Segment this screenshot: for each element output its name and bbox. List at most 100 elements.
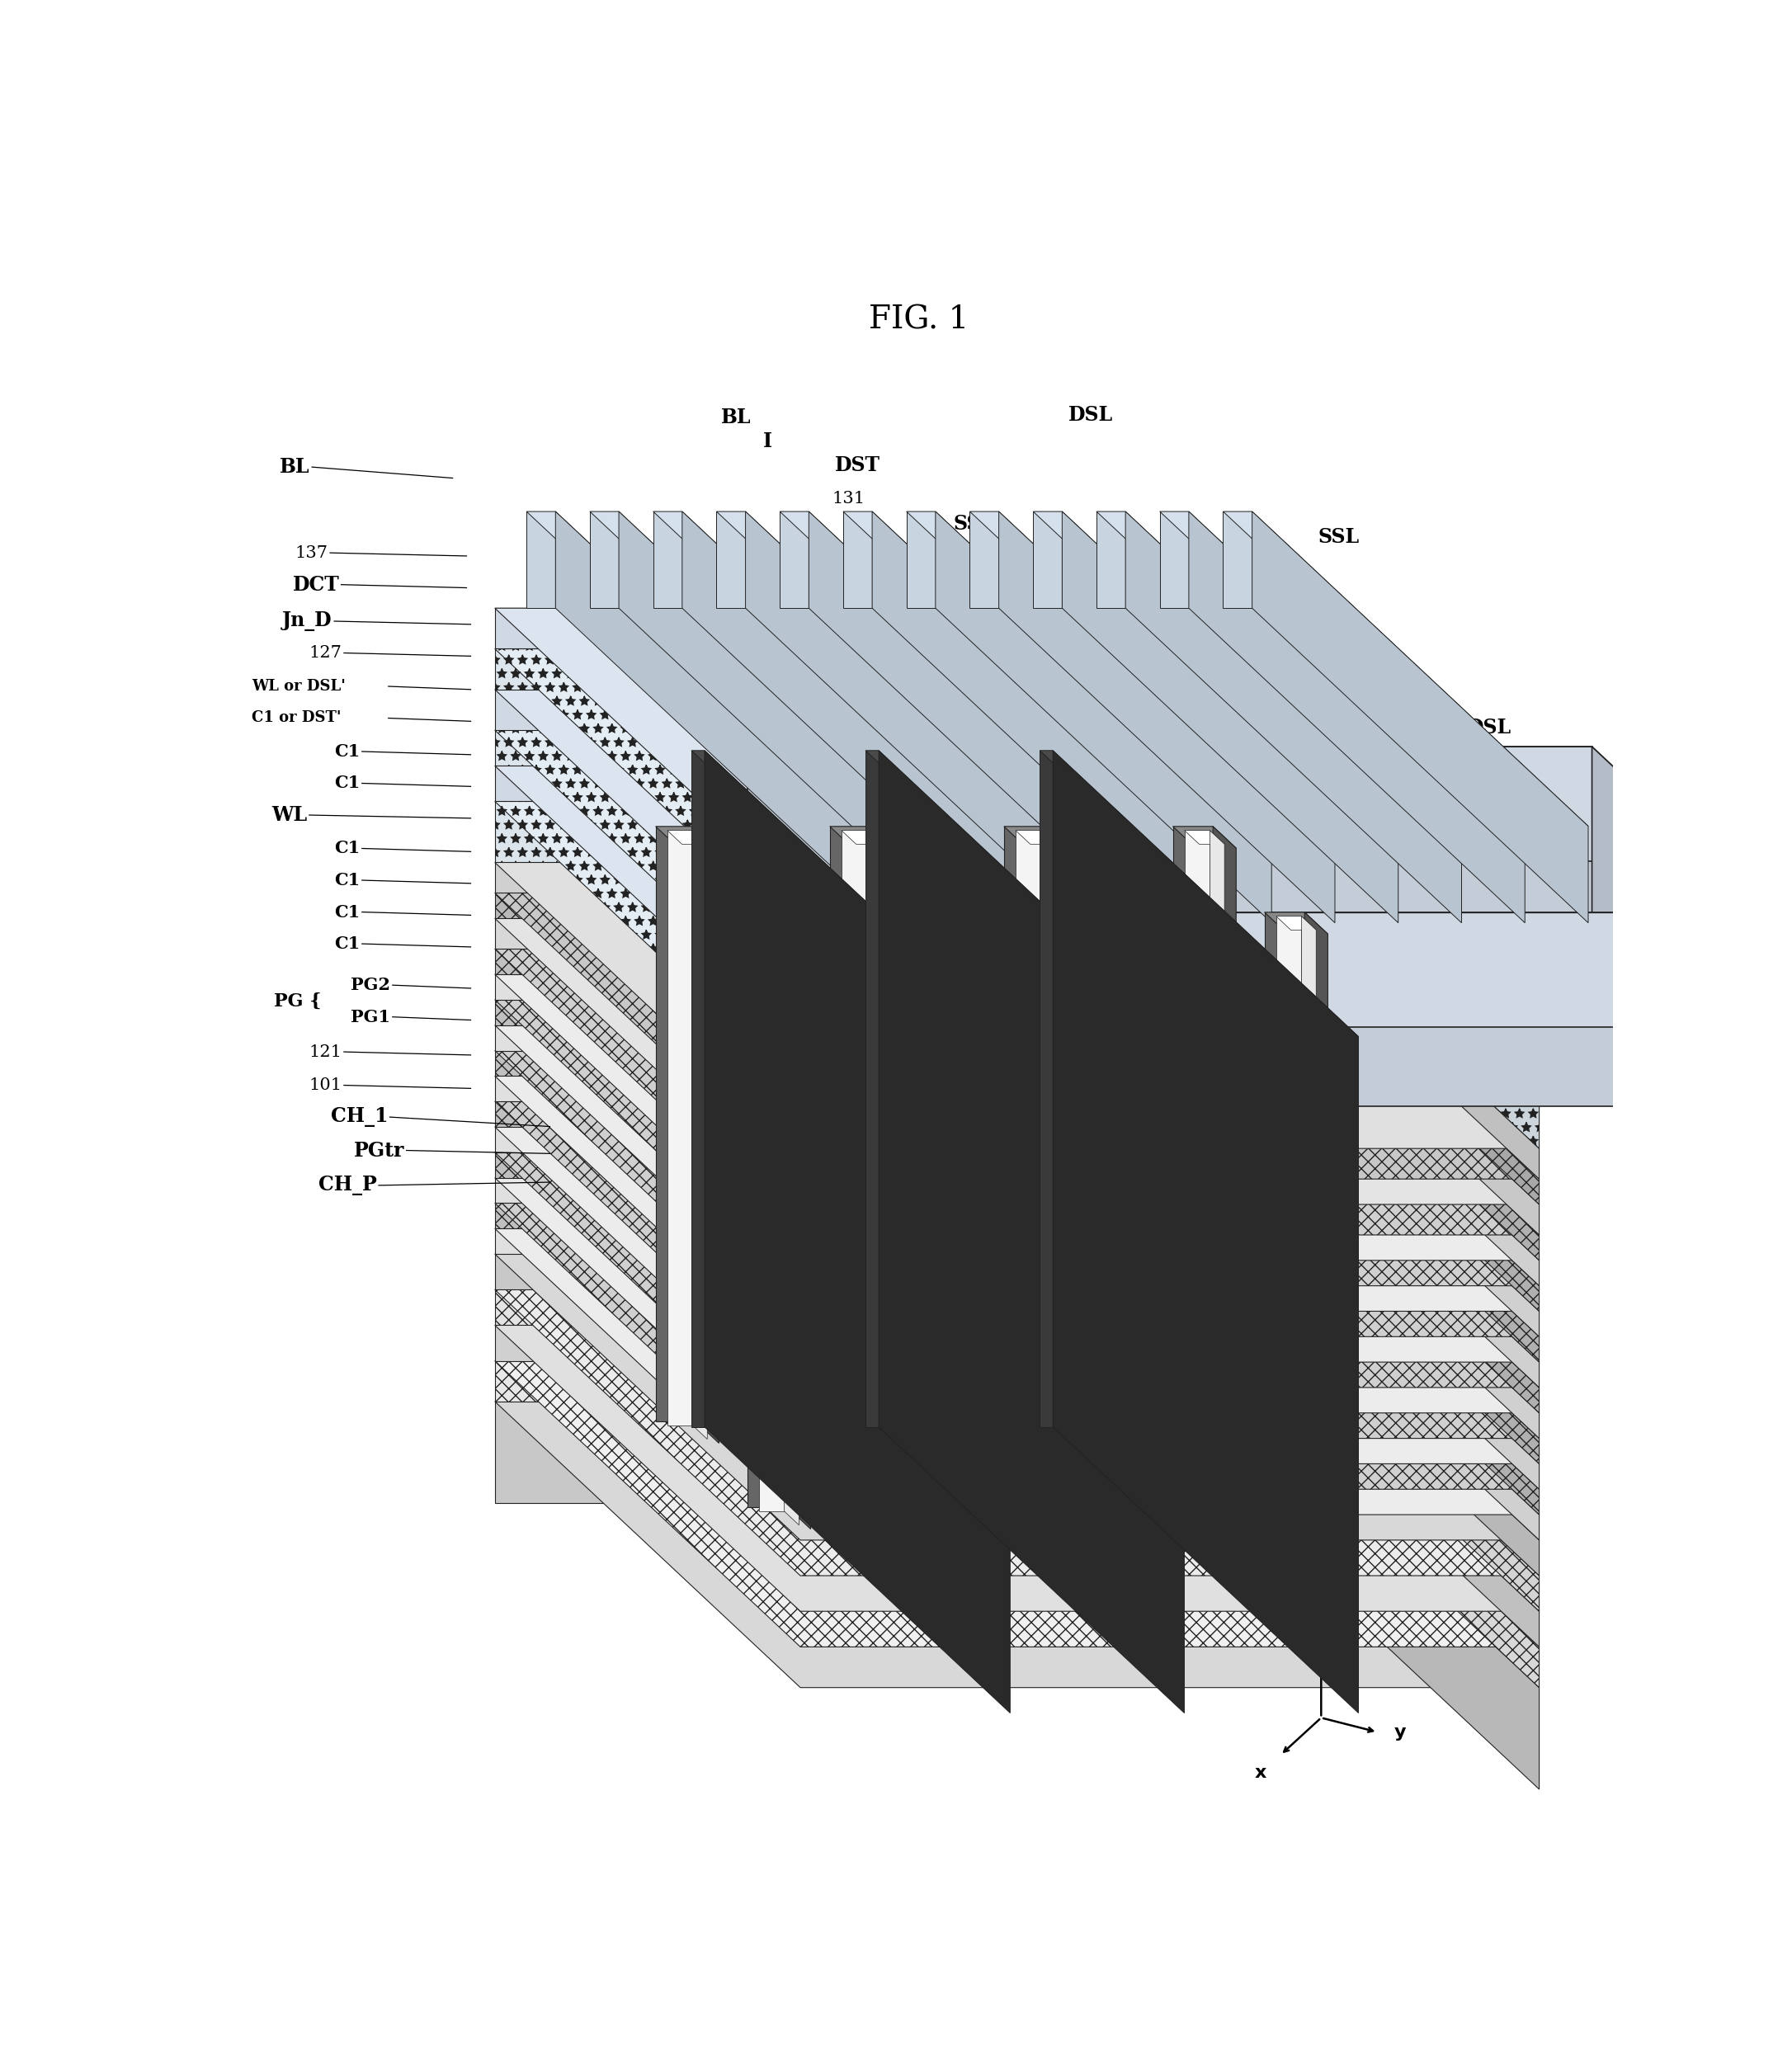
Text: SCT: SCT — [986, 553, 1029, 572]
Polygon shape — [495, 1026, 1233, 1051]
Polygon shape — [1107, 916, 1133, 1511]
Polygon shape — [527, 512, 556, 609]
Polygon shape — [921, 912, 962, 1507]
Polygon shape — [495, 1026, 1539, 1311]
Polygon shape — [1301, 916, 1315, 1525]
Polygon shape — [1185, 830, 1210, 1426]
Polygon shape — [1039, 751, 1358, 1036]
Polygon shape — [1233, 949, 1539, 1261]
Polygon shape — [1233, 766, 1539, 1088]
Polygon shape — [1016, 830, 1055, 844]
Polygon shape — [495, 648, 1233, 689]
Polygon shape — [934, 916, 959, 1511]
Text: C1: C1 — [335, 743, 360, 760]
Polygon shape — [842, 512, 873, 609]
Text: BL: BL — [720, 409, 751, 427]
Polygon shape — [1305, 912, 1328, 1529]
Text: DSL: DSL — [1468, 718, 1512, 737]
Polygon shape — [1210, 830, 1224, 1439]
Text: 137: 137 — [296, 545, 328, 561]
Polygon shape — [1233, 1026, 1539, 1337]
Polygon shape — [717, 512, 1082, 826]
Polygon shape — [1034, 512, 1063, 609]
Polygon shape — [495, 1360, 1539, 1647]
Text: 121: 121 — [308, 1044, 342, 1059]
Polygon shape — [1233, 1255, 1539, 1575]
Polygon shape — [556, 512, 892, 923]
Text: C1: C1 — [335, 774, 360, 791]
Polygon shape — [1233, 1152, 1539, 1463]
Polygon shape — [495, 999, 1539, 1286]
Polygon shape — [1591, 747, 1715, 1090]
Text: Jn_D: Jn_D — [283, 611, 332, 632]
Text: BL: BL — [280, 456, 310, 477]
Polygon shape — [866, 751, 1185, 1036]
Polygon shape — [1172, 826, 1213, 1422]
Polygon shape — [694, 830, 708, 1439]
Polygon shape — [495, 1152, 1233, 1179]
Polygon shape — [830, 826, 869, 1422]
Text: 141: 141 — [796, 1247, 830, 1261]
Text: ST: ST — [891, 1267, 919, 1288]
Text: SL: SL — [968, 656, 995, 677]
Polygon shape — [780, 512, 1145, 826]
Polygon shape — [1233, 609, 1539, 935]
Polygon shape — [667, 830, 694, 1426]
Polygon shape — [1233, 1051, 1539, 1362]
Polygon shape — [869, 826, 892, 1443]
Polygon shape — [495, 1360, 1233, 1401]
Polygon shape — [495, 894, 1539, 1179]
Polygon shape — [830, 826, 892, 848]
Polygon shape — [808, 512, 1145, 923]
Polygon shape — [998, 512, 1335, 923]
Polygon shape — [1233, 974, 1539, 1286]
Polygon shape — [495, 801, 1539, 1088]
Polygon shape — [495, 894, 1233, 918]
Polygon shape — [1233, 1360, 1539, 1688]
Text: SST: SST — [953, 514, 995, 535]
Polygon shape — [495, 648, 1539, 935]
Polygon shape — [656, 826, 695, 1422]
Polygon shape — [495, 801, 1233, 863]
Text: z: z — [1315, 1610, 1326, 1626]
Polygon shape — [1233, 1179, 1539, 1490]
Polygon shape — [495, 949, 1539, 1234]
Polygon shape — [495, 1102, 1539, 1387]
Polygon shape — [760, 916, 799, 931]
Polygon shape — [1233, 1325, 1539, 1647]
Text: 127: 127 — [310, 646, 342, 660]
Polygon shape — [760, 916, 785, 1511]
Polygon shape — [495, 766, 1539, 1053]
Text: 131: 131 — [831, 491, 866, 506]
Polygon shape — [495, 609, 1539, 894]
Polygon shape — [1233, 801, 1539, 1148]
Polygon shape — [495, 863, 1539, 1148]
Polygon shape — [495, 1179, 1539, 1463]
Text: I: I — [763, 431, 772, 452]
Polygon shape — [1004, 826, 1068, 848]
Polygon shape — [747, 912, 787, 1507]
Polygon shape — [1095, 912, 1136, 1507]
Polygon shape — [704, 751, 1011, 1713]
Polygon shape — [692, 751, 704, 1426]
Polygon shape — [873, 512, 1208, 923]
Polygon shape — [1224, 512, 1253, 609]
Polygon shape — [1159, 512, 1188, 609]
Polygon shape — [745, 512, 1082, 923]
Polygon shape — [495, 1152, 1539, 1439]
Polygon shape — [495, 1127, 1539, 1414]
Polygon shape — [1622, 912, 1745, 1220]
Polygon shape — [1136, 912, 1159, 1529]
Polygon shape — [1004, 826, 1045, 1422]
Polygon shape — [778, 912, 1622, 1106]
Polygon shape — [695, 826, 719, 1443]
Polygon shape — [747, 747, 1715, 861]
Polygon shape — [1188, 512, 1525, 923]
Polygon shape — [495, 1075, 1233, 1102]
Polygon shape — [495, 1228, 1233, 1255]
Polygon shape — [495, 1290, 1233, 1325]
Polygon shape — [495, 609, 1233, 648]
Polygon shape — [842, 830, 882, 844]
Polygon shape — [495, 1203, 1539, 1490]
Polygon shape — [1159, 512, 1525, 826]
